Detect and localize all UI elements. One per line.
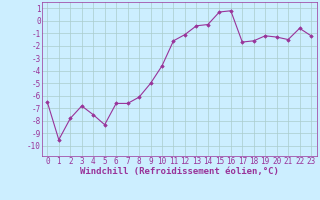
X-axis label: Windchill (Refroidissement éolien,°C): Windchill (Refroidissement éolien,°C) bbox=[80, 167, 279, 176]
